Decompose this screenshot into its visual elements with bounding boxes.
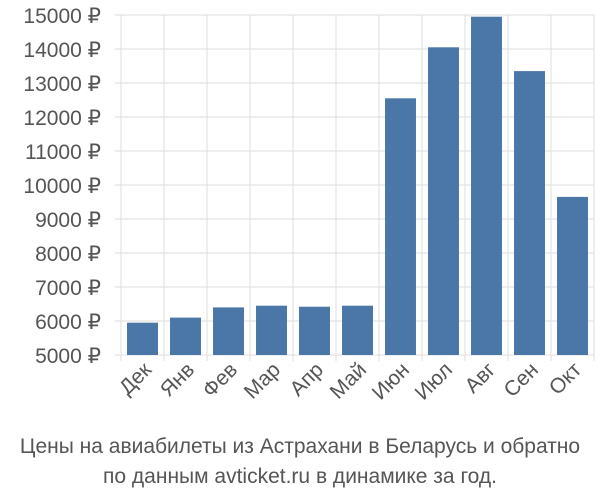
bar-3 xyxy=(256,305,287,355)
caption-line-2: по данным avticket.ru в динамике за год. xyxy=(103,465,497,488)
y-axis-tick-labels: 5000 ₽ 6000 ₽ 7000 ₽ 8000 ₽ 9000 ₽ 10000 ₽ 110… xyxy=(23,5,101,368)
y-tick-label-1: 6000 ₽ xyxy=(35,311,101,334)
caption-line-1: Цены на авиабилеты из Астрахани в Белару… xyxy=(19,435,581,458)
x-tick-label-8: Авг xyxy=(461,358,501,398)
x-tick-label-5: Май xyxy=(326,358,371,403)
x-tick-label-0: Дек xyxy=(115,358,157,400)
y-tick-label-6: 11000 ₽ xyxy=(25,141,101,164)
y-tick-label-3: 8000 ₽ xyxy=(35,243,101,266)
x-tick-label-7: Июл xyxy=(411,358,457,404)
x-tick-label-10: Окт xyxy=(545,358,587,400)
x-tick-label-9: Сен xyxy=(500,358,543,401)
bar-5 xyxy=(342,305,373,355)
y-tick-label-5: 10000 ₽ xyxy=(23,175,101,198)
y-tick-label-8: 13000 ₽ xyxy=(23,73,101,96)
bars xyxy=(127,16,588,356)
y-tick-label-7: 12000 ₽ xyxy=(23,107,101,130)
bar-0 xyxy=(127,322,158,355)
x-tick-label-2: Фев xyxy=(198,358,242,402)
y-tick-label-9: 14000 ₽ xyxy=(23,39,101,62)
y-tick-label-0: 5000 ₽ xyxy=(35,345,101,368)
bar-9 xyxy=(514,71,545,355)
bar-1 xyxy=(170,317,201,355)
grid-lines xyxy=(115,14,595,361)
y-tick-label-4: 9000 ₽ xyxy=(35,209,101,232)
x-tick-label-6: Июн xyxy=(368,358,414,404)
bar-6 xyxy=(385,98,416,356)
bar-chart: 5000 ₽ 6000 ₽ 7000 ₽ 8000 ₽ 9000 ₽ 10000 ₽ 110… xyxy=(23,5,595,405)
bar-2 xyxy=(213,307,244,355)
bar-7 xyxy=(428,47,459,356)
x-tick-label-1: Янв xyxy=(156,358,199,401)
x-tick-label-4: Апр xyxy=(286,358,328,400)
x-tick-label-3: Мар xyxy=(240,358,285,403)
bar-4 xyxy=(299,306,330,355)
y-tick-label-10: 15000 ₽ xyxy=(23,5,101,28)
y-tick-label-2: 7000 ₽ xyxy=(35,277,101,300)
chart-caption: Цены на авиабилеты из Астрахани в Белару… xyxy=(0,432,600,492)
bar-10 xyxy=(557,196,588,355)
bar-8 xyxy=(471,16,502,355)
